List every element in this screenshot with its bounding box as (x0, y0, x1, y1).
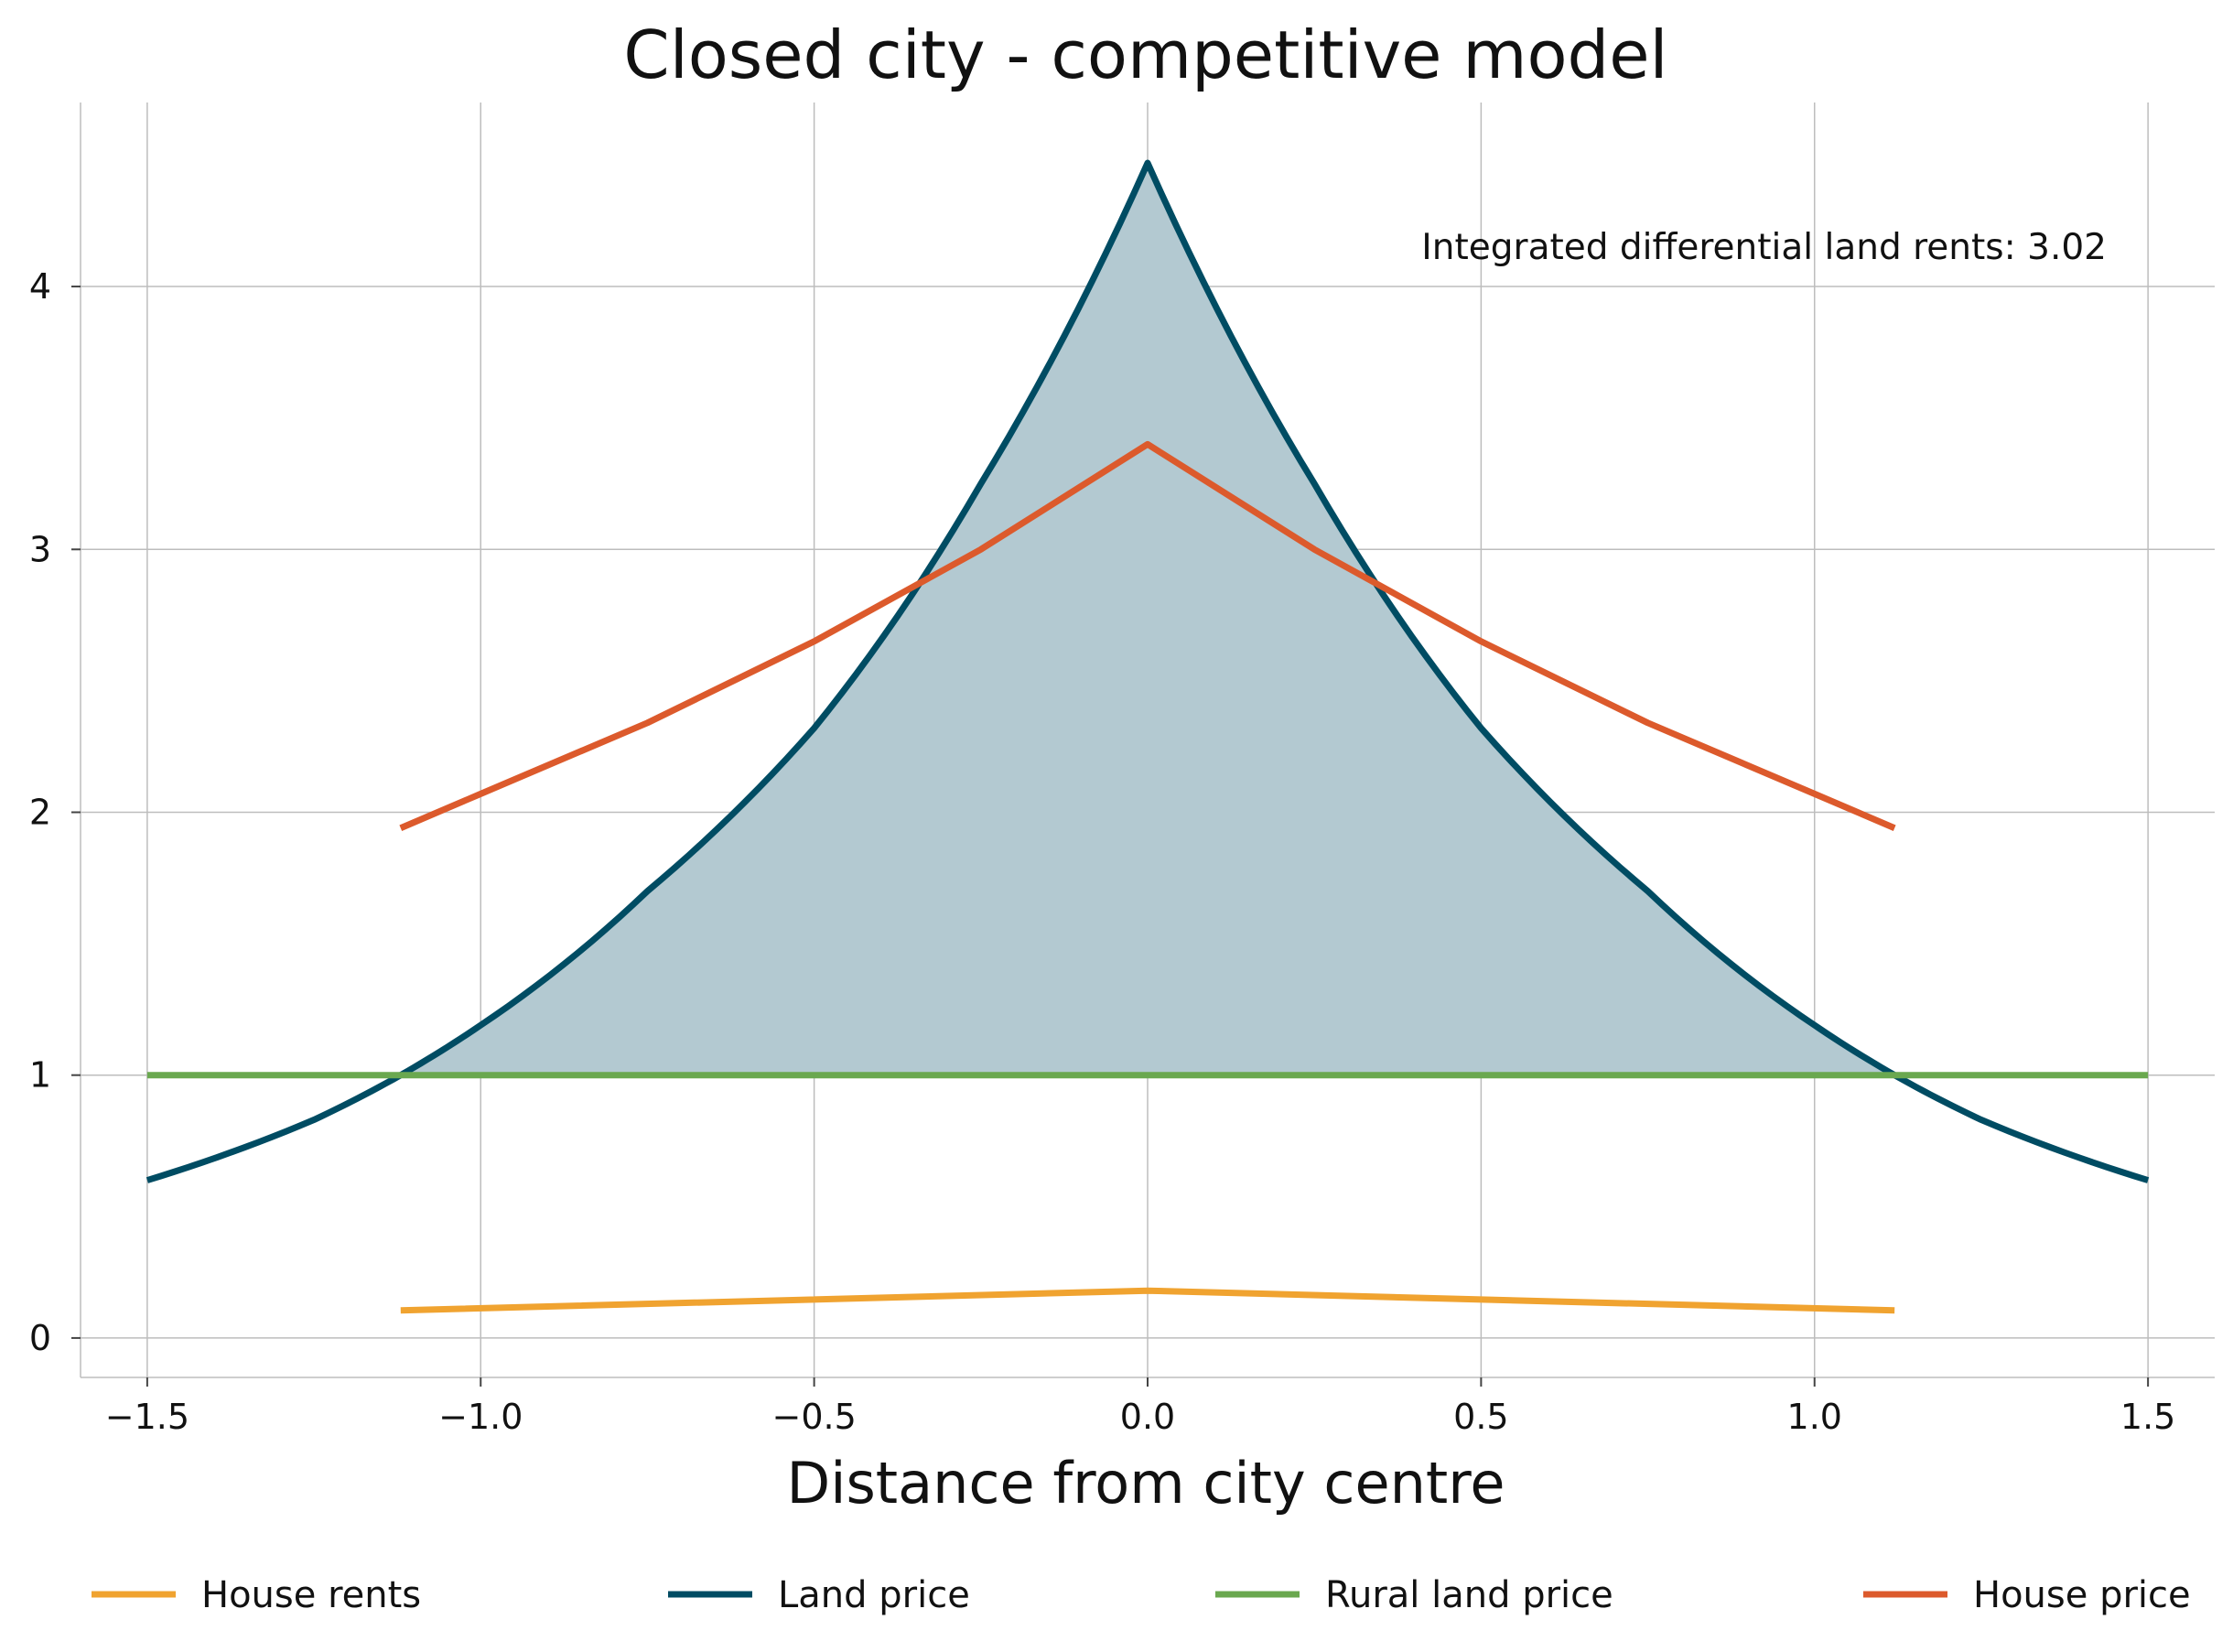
x-tick-label: 0.5 (1453, 1397, 1508, 1437)
x-tick-label: −1.0 (438, 1397, 523, 1437)
legend-label-house-rents: House rents (201, 1574, 421, 1616)
legend-label-land-price: Land price (778, 1574, 970, 1616)
x-tick-label: −0.5 (771, 1397, 856, 1437)
land-price-line (146, 159, 2150, 1183)
legend: House rents Land price Rural land price Hou… (92, 1574, 2191, 1616)
legend-label-house-price: House price (1973, 1574, 2191, 1616)
integrated-rents-annotation: Integrated differential land rents: 3.02 (1421, 227, 2107, 268)
land-rent-fill-area (400, 163, 1895, 1075)
house-rents-line (400, 1287, 1895, 1314)
x-tick-label: −1.5 (105, 1397, 189, 1437)
fill-layer (400, 163, 1895, 1075)
y-tick-label: 3 (29, 529, 51, 569)
series-layer (146, 159, 2150, 1314)
y-tick-label: 1 (29, 1055, 51, 1096)
x-tick-label: 1.0 (1787, 1397, 1842, 1437)
y-tick-label: 4 (29, 266, 51, 307)
y-tick-label: 0 (29, 1318, 51, 1358)
house-price-line (399, 440, 1896, 831)
x-tick-label: 0.0 (1120, 1397, 1175, 1437)
axis-layer: −1.5 −1.0 −0.5 0.0 0.5 1.0 1.5 0 1 2 3 4 (29, 103, 2215, 1437)
legend-label-rural-land-price: Rural land price (1325, 1574, 1613, 1616)
y-tick-label: 2 (29, 792, 51, 832)
x-tick-label: 1.5 (2120, 1397, 2175, 1437)
x-axis-label: Distance from city centre (787, 1450, 1505, 1517)
chart-title: Closed city - competitive model (623, 16, 1667, 93)
